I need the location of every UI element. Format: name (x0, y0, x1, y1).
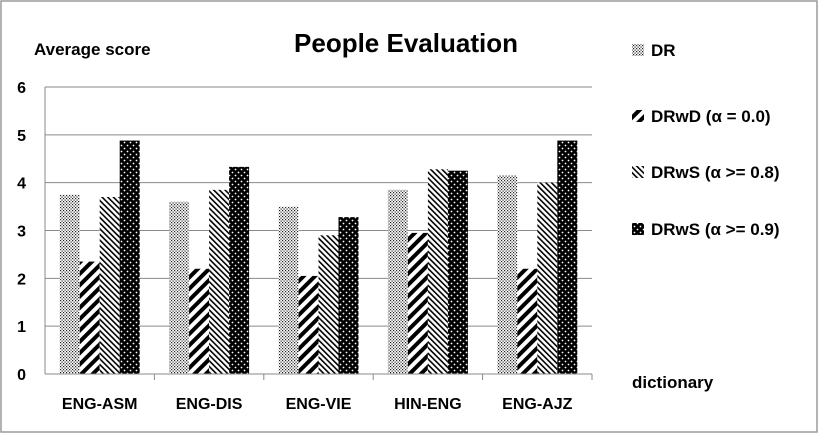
bar (338, 217, 359, 374)
y-tick-labels: 0 1 2 3 4 5 6 (17, 80, 26, 384)
bar (318, 235, 339, 374)
y-tick-label: 6 (17, 80, 26, 97)
y-tick-label: 1 (17, 319, 26, 336)
bar (407, 232, 428, 374)
bar (79, 261, 100, 374)
bar (298, 275, 319, 374)
bar (387, 189, 408, 374)
bar (229, 166, 250, 374)
legend-swatch (632, 223, 644, 235)
x-tick-label: HIN-ENG (394, 396, 462, 413)
bar (59, 194, 80, 374)
legend-label: DRwS (α >= 0.8) (651, 163, 780, 182)
bars (59, 140, 578, 374)
bar (189, 268, 210, 374)
legend-swatch (632, 110, 644, 122)
x-tick-label: ENG-VIE (286, 396, 352, 413)
bar (99, 197, 120, 374)
x-axis-label: dictionary (632, 373, 714, 392)
bar (537, 182, 558, 374)
legend-swatch (632, 166, 644, 178)
legend-label: DR (651, 41, 676, 60)
bar (557, 140, 578, 374)
y-tick-label: 4 (17, 176, 26, 193)
bar (427, 169, 448, 374)
x-tick-label: ENG-ASM (62, 396, 138, 413)
y-tick-label: 2 (17, 271, 26, 288)
legend-label: DRwS (α >= 0.9) (651, 220, 780, 239)
y-tick-label: 3 (17, 224, 26, 241)
y-axis-label: Average score (34, 40, 151, 59)
bar (447, 170, 468, 374)
bar (169, 201, 190, 374)
x-tick-label: ENG-DIS (176, 396, 243, 413)
bar (119, 140, 140, 374)
legend-swatch (632, 44, 644, 56)
y-tick-label: 0 (17, 367, 26, 384)
chart-title: People Evaluation (294, 28, 518, 58)
x-tick-labels: ENG-ASM ENG-DIS ENG-VIE HIN-ENG ENG-AJZ (62, 396, 573, 413)
axes (44, 87, 593, 380)
legend: DR DRwD (α = 0.0) DRwS (α >= 0.8) DRwS (α >… (632, 41, 780, 239)
bar (497, 175, 518, 374)
bar (278, 206, 299, 374)
bar (209, 189, 230, 374)
y-tick-label: 5 (17, 128, 26, 145)
x-tick-label: ENG-AJZ (502, 396, 572, 413)
bar (517, 268, 538, 374)
legend-label: DRwD (α = 0.0) (651, 107, 771, 126)
